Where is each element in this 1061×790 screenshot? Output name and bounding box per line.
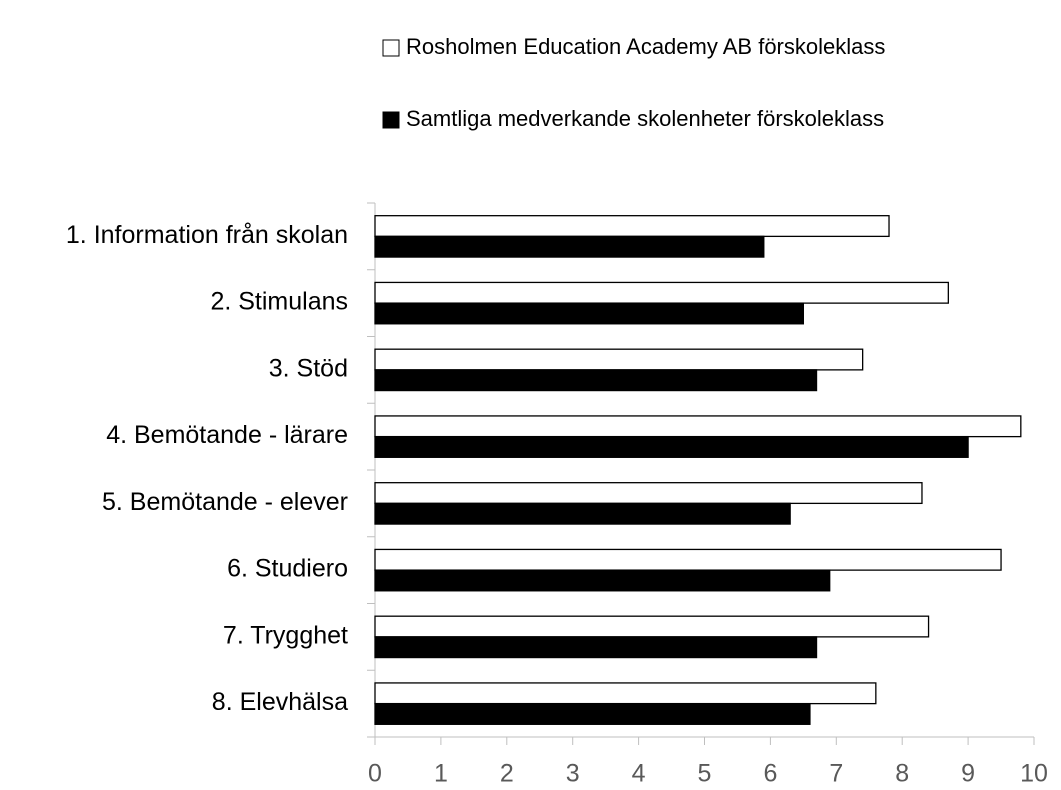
bar (374, 482, 923, 505)
bar (374, 636, 818, 659)
bar (374, 435, 969, 458)
bar (374, 369, 818, 392)
y-tick-label: 5. Bemötande - elever (102, 488, 348, 516)
x-tick-label: 8 (895, 760, 909, 785)
bar (374, 548, 1002, 571)
y-tick-label: 2. Stimulans (210, 288, 348, 316)
x-tick-label: 1 (434, 760, 448, 785)
x-tick-label: 6 (763, 760, 777, 785)
legend-swatch (382, 111, 400, 129)
x-tick-label: 0 (368, 760, 382, 785)
bar (374, 281, 949, 304)
x-tick-label: 3 (566, 760, 580, 785)
y-tick-label: 3. Stöd (269, 354, 348, 382)
legend-label: Samtliga medverkande skolenheter förskol… (406, 106, 884, 131)
legend-label: Rosholmen Education Academy AB förskolek… (406, 34, 885, 59)
bar (374, 415, 1022, 438)
x-tick-label: 4 (632, 760, 646, 785)
bar (374, 682, 877, 705)
x-tick-label: 10 (1020, 760, 1048, 785)
bar (374, 569, 831, 592)
y-tick-label: 6. Studiero (227, 555, 348, 583)
legend-swatch (382, 39, 400, 57)
x-tick-label: 5 (698, 760, 712, 785)
bar (374, 235, 765, 258)
x-tick-label: 9 (961, 760, 975, 785)
x-tick-label: 7 (829, 760, 843, 785)
y-tick-label: 4. Bemötande - lärare (106, 421, 348, 449)
x-tick-label: 2 (500, 760, 514, 785)
bar (374, 502, 791, 525)
bar (374, 615, 930, 638)
y-tick-label: 7. Trygghet (223, 621, 348, 649)
y-tick-label: 1. Information från skolan (66, 221, 348, 249)
y-tick-label: 8. Elevhälsa (212, 688, 348, 716)
bar (374, 302, 805, 325)
bar (374, 702, 811, 725)
bar (374, 215, 890, 238)
bar (374, 348, 864, 371)
